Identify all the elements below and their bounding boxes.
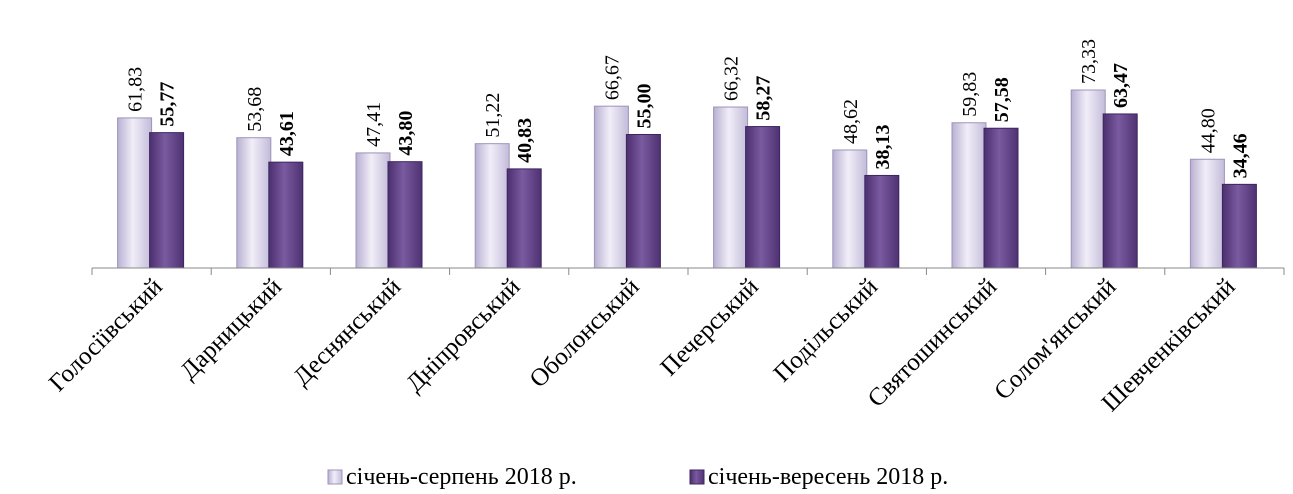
value-label: 40,83 (514, 118, 536, 163)
legend-swatch (327, 469, 343, 485)
value-label: 61,83 (125, 67, 147, 112)
bar (832, 149, 868, 269)
bar (593, 105, 629, 269)
value-label: 66,32 (721, 56, 743, 101)
bar (625, 133, 661, 269)
value-label: 53,68 (244, 87, 266, 132)
bar (1189, 158, 1225, 269)
x-tick-label: Голосіївський (44, 273, 168, 397)
bar (951, 122, 987, 269)
value-label: 48,62 (840, 99, 862, 144)
value-label: 58,27 (753, 76, 775, 121)
value-label: 73,33 (1078, 39, 1100, 84)
value-label: 34,46 (1229, 133, 1251, 178)
value-label: 44,80 (1197, 108, 1219, 153)
value-label: 38,13 (872, 124, 894, 169)
bar (1070, 89, 1106, 269)
x-tick-label: Деснянський (288, 273, 406, 391)
value-label: 47,41 (363, 102, 385, 147)
bar (355, 152, 391, 269)
bar (117, 117, 153, 269)
x-tick-label: Печерський (656, 273, 764, 381)
value-label: 55,00 (633, 83, 655, 128)
x-tick-label: Святошинський (863, 273, 1002, 412)
bar (1221, 183, 1257, 269)
bar (745, 126, 781, 269)
bar (474, 143, 510, 269)
legend-swatch (689, 469, 705, 485)
bar (236, 137, 272, 269)
value-label: 66,67 (601, 55, 623, 100)
bar (864, 174, 900, 269)
bar (268, 161, 304, 269)
value-label: 43,61 (276, 111, 298, 156)
value-label: 43,80 (395, 111, 417, 156)
bar (1102, 113, 1138, 269)
bar (713, 106, 749, 269)
bar (387, 161, 423, 269)
x-tick-label: Оболонський (525, 273, 645, 393)
value-label: 51,22 (482, 93, 504, 138)
bar (149, 132, 185, 269)
value-label: 57,58 (991, 77, 1013, 122)
legend-label: січень-вересень 2018 р. (708, 464, 948, 490)
x-tick-label: Подільський (769, 273, 883, 387)
bar (506, 168, 542, 269)
value-label: 55,77 (157, 82, 179, 127)
value-label: 59,83 (959, 72, 981, 117)
value-label: 63,47 (1110, 63, 1132, 108)
legend-label: січень-серпень 2018 р. (346, 464, 577, 490)
x-tick-label: Солом'янський (989, 273, 1121, 405)
x-tick-label: Дарницький (175, 273, 287, 385)
bar (983, 127, 1019, 269)
x-tick-label: Дніпровський (401, 273, 525, 397)
